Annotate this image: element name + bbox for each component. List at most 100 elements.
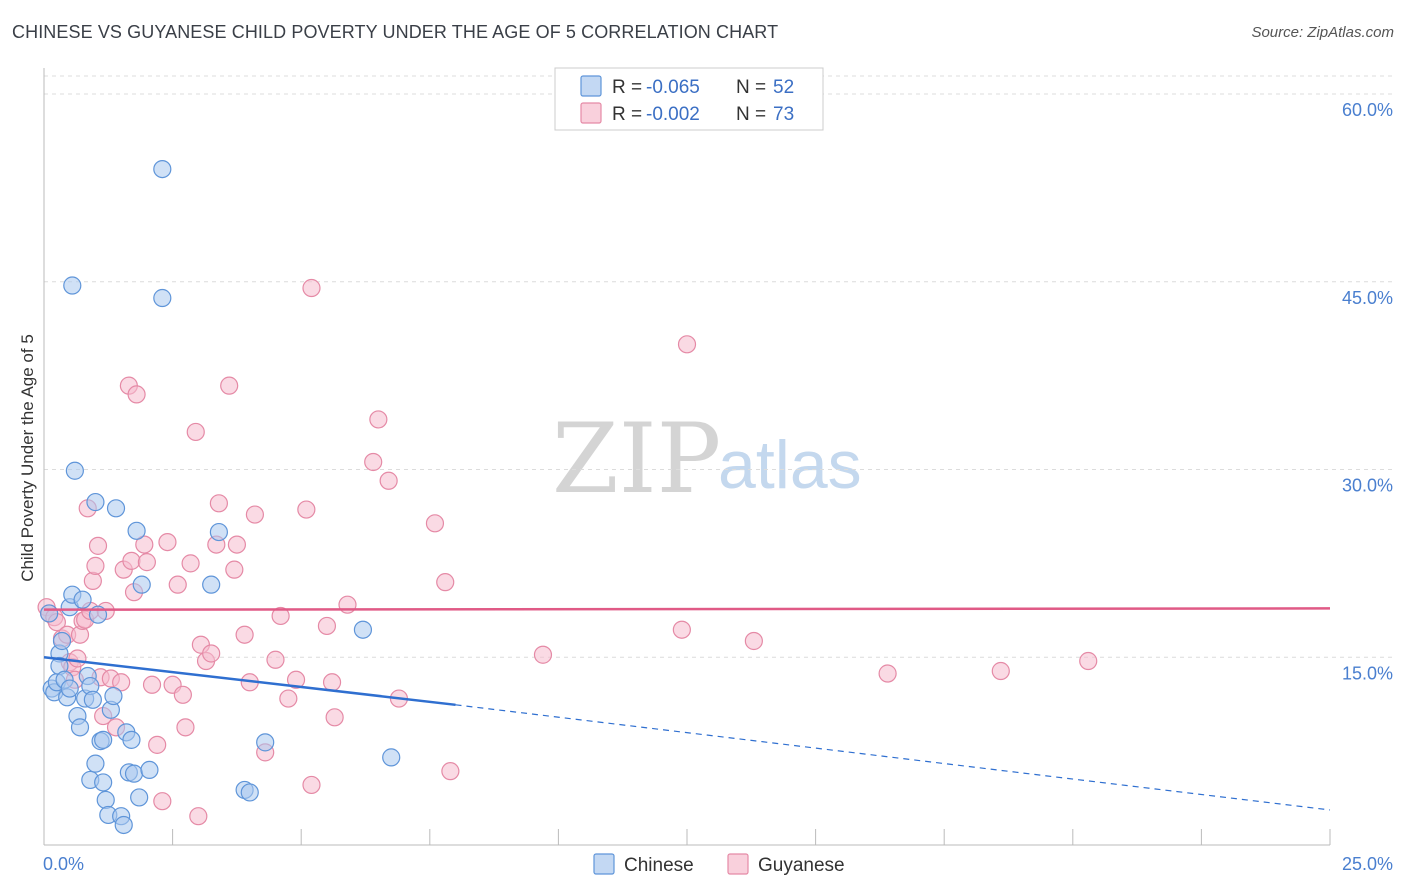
guyanese-point bbox=[302, 278, 321, 298]
chart-title: CHINESE VS GUYANESE CHILD POVERTY UNDER … bbox=[12, 22, 779, 42]
chinese-point bbox=[240, 783, 259, 802]
legend-guyanese-r-label: R = bbox=[612, 104, 642, 125]
guyanese-point bbox=[297, 500, 316, 519]
chinese-point bbox=[70, 718, 90, 737]
guyanese-point bbox=[148, 735, 167, 754]
chinese-point bbox=[132, 575, 151, 594]
bottom-legend-guyanese-label: Guyanese bbox=[758, 855, 845, 876]
guyanese-point bbox=[135, 535, 154, 554]
chinese-point bbox=[202, 575, 221, 594]
guyanese-point bbox=[425, 514, 445, 533]
guyanese-point bbox=[325, 708, 344, 727]
bottom-legend-guyanese-swatch bbox=[727, 853, 749, 875]
guyanese-point bbox=[122, 551, 141, 570]
guyanese-point bbox=[533, 645, 553, 664]
guyanese-point bbox=[744, 631, 763, 651]
guyanese-point bbox=[878, 664, 897, 683]
guyanese-point bbox=[127, 385, 146, 404]
chinese-point bbox=[65, 461, 84, 480]
legend-guyanese-swatch bbox=[580, 102, 602, 124]
guyanese-point bbox=[158, 532, 177, 552]
chinese-point bbox=[153, 160, 172, 179]
legend-chinese-swatch bbox=[580, 75, 602, 97]
guyanese-point bbox=[137, 553, 156, 572]
guyanese-point bbox=[83, 571, 102, 590]
chinese-points bbox=[40, 160, 401, 835]
guyanese-point bbox=[86, 556, 105, 575]
guyanese-point bbox=[322, 673, 342, 692]
guyanese-point bbox=[672, 620, 691, 639]
guyanese-point bbox=[173, 685, 192, 704]
chinese-point bbox=[382, 748, 401, 767]
grid-lines bbox=[44, 75, 1393, 658]
chinese-point bbox=[256, 733, 275, 752]
legend-chinese-r-value: -0.065 bbox=[646, 77, 700, 98]
trend-lines bbox=[43, 607, 1331, 811]
legend-chinese-n-value: 52 bbox=[773, 77, 794, 98]
guyanese-point bbox=[364, 452, 383, 472]
guyanese-point bbox=[369, 410, 388, 429]
series-legend: Chinese Guyanese bbox=[593, 853, 845, 876]
chinese-point bbox=[140, 760, 159, 780]
chinese-point bbox=[106, 499, 126, 518]
chinese-point bbox=[86, 492, 105, 512]
y-tick-label-45: 45.0% bbox=[1342, 288, 1393, 308]
chinese-point bbox=[63, 276, 82, 295]
source-credit: Source: ZipAtlas.com bbox=[1251, 24, 1394, 41]
chinese-point bbox=[122, 730, 141, 749]
guyanese-point bbox=[153, 792, 172, 811]
legend-chinese-n-label: N = bbox=[736, 77, 766, 98]
y-tick-label-60: 60.0% bbox=[1342, 100, 1393, 120]
chinese-point bbox=[124, 764, 144, 783]
x-tick-max: 25.0% bbox=[1342, 854, 1393, 874]
chinese-point bbox=[209, 522, 228, 542]
guyanese-point bbox=[168, 575, 187, 594]
chinese-point bbox=[52, 631, 72, 651]
chinese-point bbox=[83, 690, 102, 709]
y-axis-label: Child Poverty Under the Age of 5 bbox=[18, 334, 37, 582]
chinese-point bbox=[94, 730, 113, 749]
guyanese-point bbox=[266, 650, 285, 669]
legend-guyanese-n-label: N = bbox=[736, 104, 766, 125]
guyanese-point bbox=[88, 536, 108, 555]
guyanese-point bbox=[441, 762, 460, 781]
guyanese-point bbox=[225, 560, 244, 579]
chinese-point bbox=[40, 604, 59, 623]
guyanese-point bbox=[176, 718, 195, 737]
chinese-point bbox=[104, 686, 123, 706]
chinese-point bbox=[353, 620, 373, 639]
guyanese-point bbox=[317, 616, 337, 636]
guyanese-point bbox=[286, 670, 306, 689]
y-tick-labels: 15.0% 30.0% 45.0% 60.0% bbox=[1342, 100, 1393, 683]
chinese-point bbox=[96, 790, 115, 810]
guyanese-points bbox=[37, 278, 1098, 826]
guyanese-point bbox=[68, 649, 87, 668]
axes bbox=[43, 68, 1331, 846]
chinese-point bbox=[73, 590, 92, 609]
x-tick-min: 0.0% bbox=[43, 854, 84, 874]
chinese-point bbox=[94, 773, 113, 792]
guyanese-point bbox=[302, 775, 321, 795]
guyanese-point bbox=[142, 675, 162, 694]
chinese-point bbox=[127, 521, 146, 540]
chinese-point bbox=[86, 754, 105, 773]
guyanese-point bbox=[245, 505, 265, 524]
guyanese-point bbox=[227, 535, 246, 554]
bottom-legend-chinese-label: Chinese bbox=[624, 855, 694, 876]
y-tick-label-30: 30.0% bbox=[1342, 476, 1393, 496]
guyanese-point bbox=[379, 471, 398, 490]
chinese-point bbox=[153, 288, 172, 308]
guyanese-point bbox=[1079, 651, 1098, 671]
guyanese-point bbox=[436, 573, 455, 592]
guyanese-point bbox=[279, 689, 298, 708]
guyanese-point bbox=[209, 494, 228, 513]
chinese-point bbox=[114, 815, 133, 835]
y-tick-label-15: 15.0% bbox=[1342, 663, 1393, 683]
guyanese-point bbox=[677, 335, 697, 354]
guyanese-point bbox=[181, 554, 200, 573]
chinese-trend-extension bbox=[455, 704, 1331, 811]
guyanese-point bbox=[235, 625, 254, 644]
guyanese-point bbox=[220, 376, 239, 395]
chinese-trend-line bbox=[43, 656, 456, 707]
